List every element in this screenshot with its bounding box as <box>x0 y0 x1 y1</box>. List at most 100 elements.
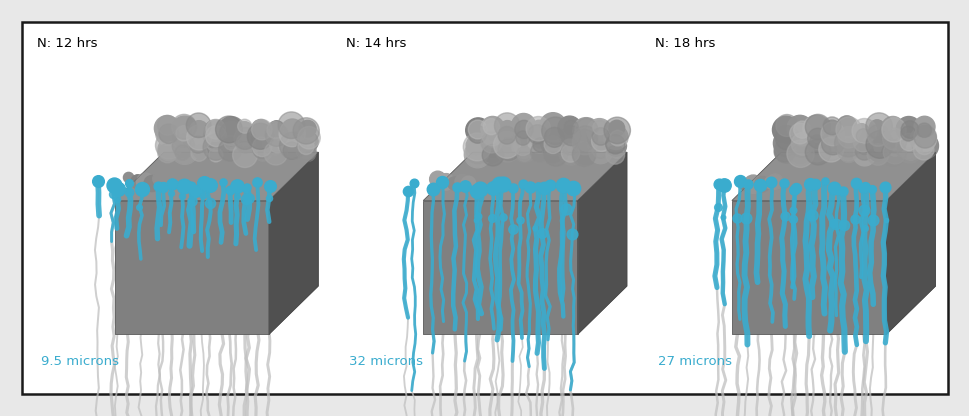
Circle shape <box>481 132 502 153</box>
Circle shape <box>856 138 872 154</box>
Circle shape <box>853 144 875 166</box>
Circle shape <box>204 120 226 141</box>
Circle shape <box>913 125 935 148</box>
Circle shape <box>791 146 808 164</box>
Circle shape <box>208 148 223 162</box>
Circle shape <box>868 146 884 161</box>
Circle shape <box>774 140 797 163</box>
Circle shape <box>482 125 505 148</box>
Circle shape <box>297 132 318 152</box>
Circle shape <box>285 129 299 144</box>
Circle shape <box>881 116 903 139</box>
Circle shape <box>220 128 239 146</box>
Circle shape <box>606 146 624 164</box>
Circle shape <box>468 126 485 143</box>
Circle shape <box>910 126 935 152</box>
Text: N: 18 hrs: N: 18 hrs <box>654 37 714 50</box>
Circle shape <box>916 123 930 137</box>
Circle shape <box>791 132 813 155</box>
Circle shape <box>281 119 303 141</box>
Circle shape <box>895 133 922 159</box>
Circle shape <box>605 135 626 156</box>
Circle shape <box>215 116 242 143</box>
Circle shape <box>900 126 915 141</box>
Circle shape <box>900 121 918 138</box>
Circle shape <box>807 128 828 149</box>
Circle shape <box>881 118 905 142</box>
Circle shape <box>870 134 889 152</box>
Circle shape <box>279 121 305 147</box>
Circle shape <box>466 141 488 163</box>
Circle shape <box>558 140 583 165</box>
Circle shape <box>609 120 624 136</box>
Circle shape <box>806 136 825 154</box>
Circle shape <box>882 128 904 150</box>
Polygon shape <box>114 152 318 201</box>
Circle shape <box>481 116 504 140</box>
Circle shape <box>283 142 300 159</box>
Circle shape <box>190 136 206 153</box>
Circle shape <box>234 127 256 149</box>
Circle shape <box>234 141 257 163</box>
Circle shape <box>856 129 870 143</box>
Circle shape <box>575 118 597 141</box>
Circle shape <box>530 120 547 138</box>
Circle shape <box>175 126 191 141</box>
Circle shape <box>253 140 271 158</box>
Circle shape <box>293 118 319 144</box>
Circle shape <box>233 143 257 168</box>
Circle shape <box>219 121 243 145</box>
Circle shape <box>468 126 486 143</box>
Circle shape <box>218 116 244 143</box>
Circle shape <box>160 134 176 151</box>
Circle shape <box>203 123 229 149</box>
Circle shape <box>738 179 751 191</box>
Circle shape <box>592 120 607 135</box>
Circle shape <box>159 124 178 144</box>
Circle shape <box>865 113 891 139</box>
Circle shape <box>822 120 840 139</box>
Polygon shape <box>114 152 318 201</box>
Circle shape <box>544 127 564 147</box>
Circle shape <box>172 135 195 157</box>
Circle shape <box>855 142 872 160</box>
Circle shape <box>541 117 569 144</box>
Circle shape <box>786 115 812 141</box>
Circle shape <box>839 137 856 153</box>
Circle shape <box>297 139 314 154</box>
Circle shape <box>818 137 843 162</box>
Circle shape <box>278 112 304 139</box>
Circle shape <box>883 130 906 153</box>
Circle shape <box>561 126 580 146</box>
Circle shape <box>429 171 446 187</box>
Circle shape <box>913 116 934 137</box>
Circle shape <box>532 138 547 152</box>
Circle shape <box>802 115 829 142</box>
Circle shape <box>540 129 567 156</box>
Text: 27 microns: 27 microns <box>657 355 731 368</box>
Circle shape <box>172 124 195 147</box>
Polygon shape <box>268 152 318 334</box>
Circle shape <box>525 116 550 141</box>
Circle shape <box>764 177 775 188</box>
Circle shape <box>789 123 810 144</box>
Circle shape <box>777 128 794 144</box>
Circle shape <box>158 144 177 163</box>
Circle shape <box>186 113 210 138</box>
Circle shape <box>137 173 154 191</box>
Circle shape <box>499 127 517 146</box>
Circle shape <box>186 125 211 150</box>
Circle shape <box>807 129 824 146</box>
Circle shape <box>818 137 843 162</box>
Circle shape <box>775 114 797 136</box>
Circle shape <box>174 145 190 160</box>
Polygon shape <box>886 152 935 334</box>
Circle shape <box>266 121 284 139</box>
Circle shape <box>572 118 599 144</box>
Circle shape <box>156 122 179 146</box>
Polygon shape <box>268 152 318 334</box>
Circle shape <box>483 145 500 162</box>
Circle shape <box>530 142 549 161</box>
Circle shape <box>818 134 844 159</box>
Circle shape <box>222 139 236 153</box>
